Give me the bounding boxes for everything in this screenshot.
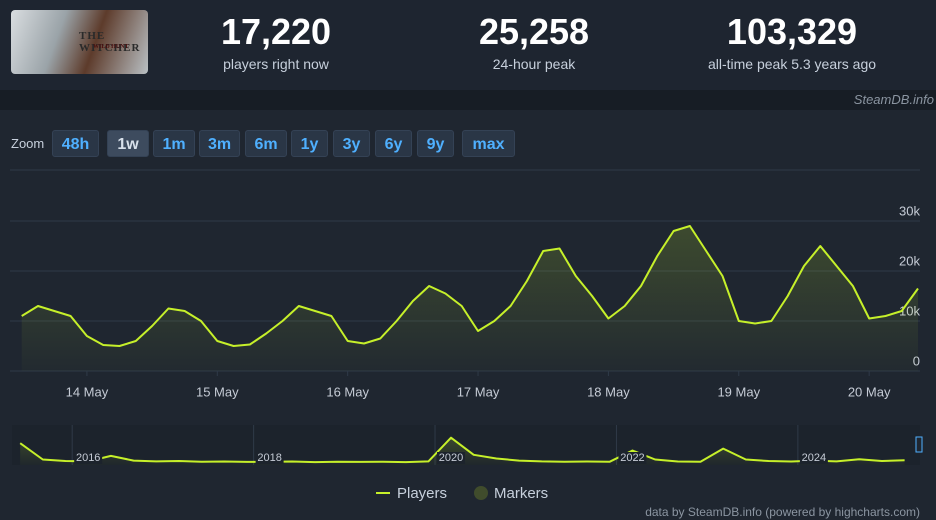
stat-label: all-time peak 5.3 years ago [707,56,877,72]
y-tick-label: 20k [899,253,920,268]
navigator-label-bg [437,452,466,464]
navigator-tick-label: 2020 [439,452,463,464]
navigator-tick-label: 2022 [620,452,644,464]
legend-label: Markers [494,485,548,502]
line [19,436,905,464]
logo-title: THE WITCHER [79,30,141,54]
divider-strip [0,90,936,110]
stat: 25,258 24-hour peak [414,11,654,73]
zoom-label: Zoom [11,136,45,151]
stat-value: 17,220 [220,11,332,52]
x-tick-label: 14 May [66,384,109,399]
zoom-button[interactable]: 1y [291,130,328,157]
stat-label: 24-hour peak [492,56,576,72]
zoom-button[interactable]: 6m [245,130,287,157]
line [21,225,919,347]
x-tick-label: 15 May [196,384,239,399]
zoom-button[interactable]: 48h [52,130,99,157]
x-tick-label: 16 May [326,384,369,399]
navigator-label-bg [74,452,103,464]
stat-label: players right now [223,56,329,72]
game-logo[interactable]: THE WITCHER WILD HUNT [11,10,148,74]
zoom-button[interactable]: 3y [333,130,370,157]
navigator-label-bg [255,452,284,464]
navigator-label-bg [799,452,828,464]
stat-value: 25,258 [478,11,590,52]
legend-swatch [474,486,488,500]
navigator-handle[interactable] [915,436,923,453]
zoom-button[interactable]: 3m [199,130,240,157]
header: THE WITCHER WILD HUNT 17,220 players righ… [0,0,936,90]
x-tick-label: 18 May [587,384,630,399]
navigator-label-bg [618,452,647,464]
legend-label: Players [397,485,447,502]
x-tick-label: 19 May [717,384,760,399]
stat-value: 103,329 [726,11,858,52]
credit[interactable]: data by SteamDB.info (powered by highcha… [645,505,920,519]
navigator-tick-label: 2016 [76,452,100,464]
x-tick-label: 20 May [848,384,891,399]
zoom-button[interactable]: max [462,130,515,157]
zoom-button[interactable]: 1m [153,130,195,157]
stat: 103,329 all-time peak 5.3 years ago [672,11,912,73]
x-tick-label: 17 May [457,384,500,399]
y-tick-label: 30k [899,203,920,218]
zoom-button[interactable]: 9y [417,130,454,157]
navigator-tick-label: 2024 [802,452,826,464]
navigator-tick-label: 2018 [257,452,281,464]
zoom-button[interactable]: 6y [375,130,412,157]
area [20,437,905,465]
zoom-button[interactable]: 1w [107,130,149,157]
logo-subtitle: WILD HUNT [93,44,129,50]
area [21,226,919,371]
stat: 17,220 players right now [156,11,396,73]
watermark[interactable]: SteamDB.info [853,92,934,107]
